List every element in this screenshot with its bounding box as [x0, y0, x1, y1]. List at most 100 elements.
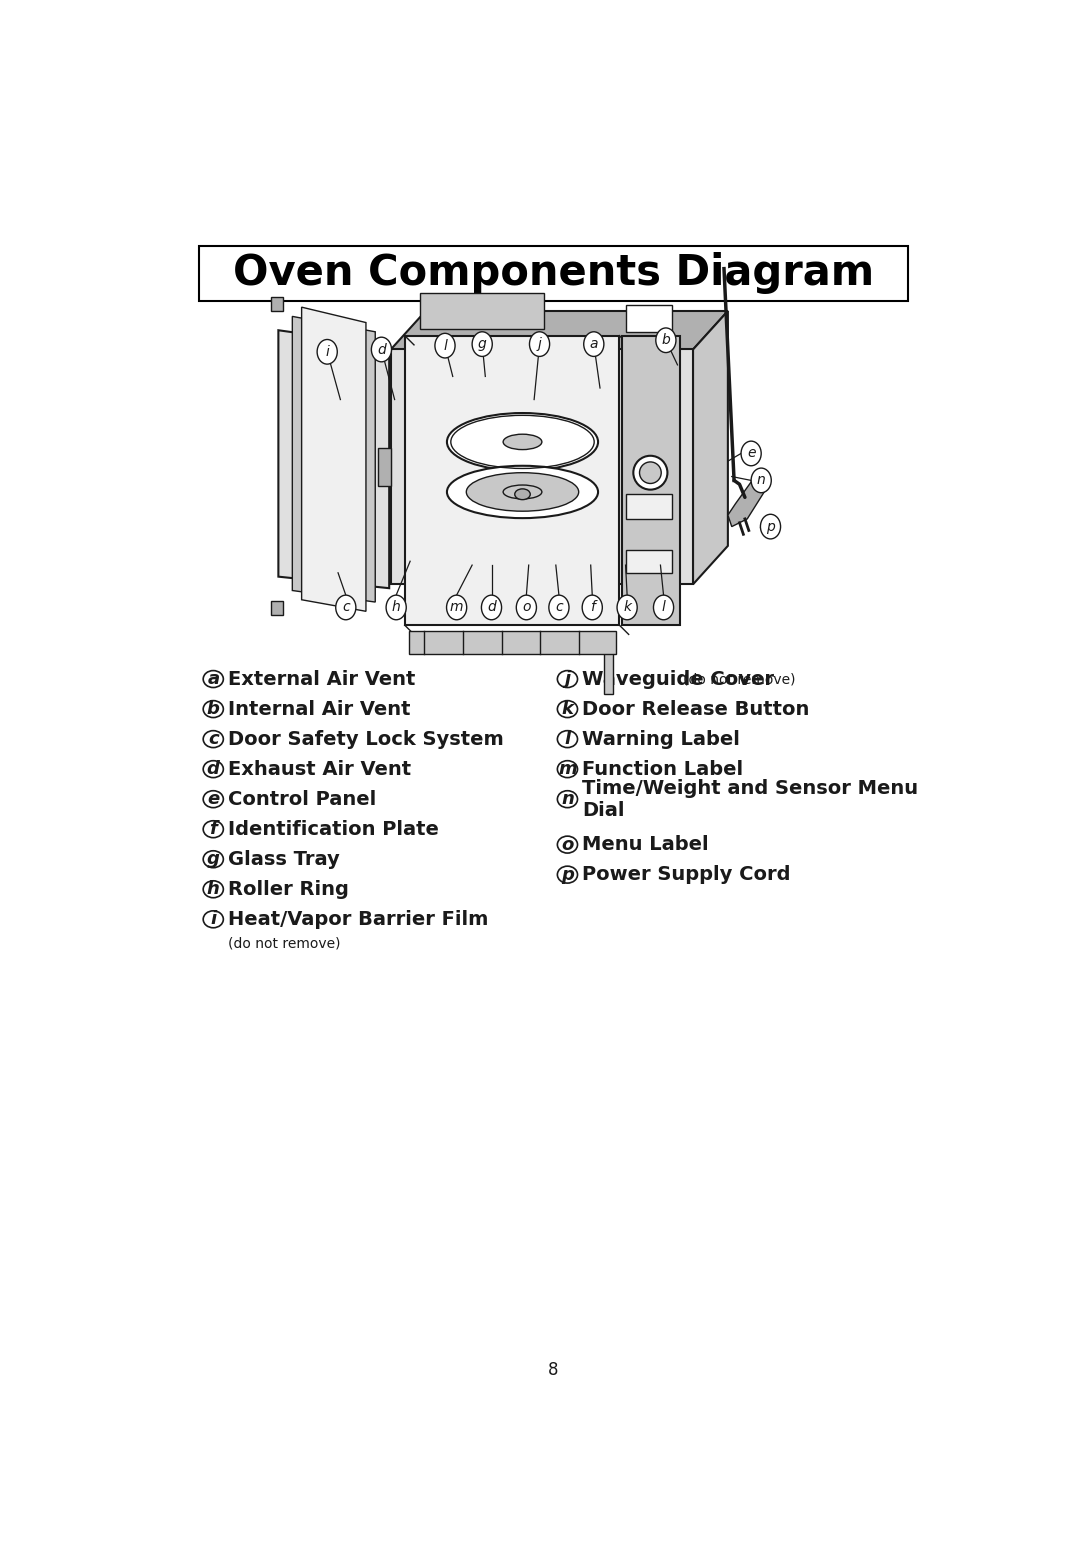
Ellipse shape	[549, 595, 569, 620]
Text: d: d	[207, 761, 219, 778]
Text: Oven Components Diagram: Oven Components Diagram	[233, 252, 874, 294]
Circle shape	[633, 455, 667, 490]
Ellipse shape	[203, 881, 224, 898]
Polygon shape	[693, 311, 728, 584]
Ellipse shape	[203, 790, 224, 808]
Ellipse shape	[751, 468, 771, 493]
Text: (do not remove): (do not remove)	[683, 671, 796, 685]
Bar	[625, 549, 672, 573]
Ellipse shape	[435, 333, 455, 358]
Ellipse shape	[318, 340, 337, 365]
Ellipse shape	[203, 731, 224, 748]
Ellipse shape	[557, 865, 578, 883]
Ellipse shape	[203, 701, 224, 718]
Text: Door Safety Lock System: Door Safety Lock System	[228, 729, 503, 748]
Text: o: o	[562, 836, 573, 853]
Polygon shape	[728, 477, 767, 526]
Ellipse shape	[447, 413, 598, 471]
Text: l: l	[565, 731, 570, 748]
Bar	[408, 631, 616, 654]
Text: f: f	[590, 601, 595, 615]
Text: (do not remove): (do not remove)	[228, 936, 340, 950]
Text: n: n	[757, 473, 766, 487]
Polygon shape	[405, 335, 619, 624]
Ellipse shape	[760, 515, 781, 538]
Text: Roller Ring: Roller Ring	[228, 880, 349, 898]
Text: d: d	[377, 343, 386, 357]
Text: External Air Vent: External Air Vent	[228, 670, 416, 689]
Text: m: m	[558, 761, 577, 778]
Ellipse shape	[203, 820, 224, 837]
Text: Identification Plate: Identification Plate	[228, 820, 438, 839]
Ellipse shape	[467, 473, 579, 512]
Text: Exhaust Air Vent: Exhaust Air Vent	[228, 759, 411, 779]
Text: g: g	[207, 850, 219, 869]
Text: p: p	[561, 865, 573, 884]
Ellipse shape	[336, 595, 356, 620]
Ellipse shape	[529, 332, 550, 357]
Ellipse shape	[203, 761, 224, 778]
Ellipse shape	[557, 670, 578, 687]
Bar	[622, 335, 679, 624]
Text: Internal Air Vent: Internal Air Vent	[228, 700, 410, 718]
Circle shape	[639, 462, 661, 484]
Polygon shape	[293, 316, 375, 603]
Ellipse shape	[653, 595, 674, 620]
Text: d: d	[487, 601, 496, 615]
Ellipse shape	[516, 595, 537, 620]
Ellipse shape	[372, 336, 392, 362]
Ellipse shape	[503, 434, 542, 449]
Ellipse shape	[557, 790, 578, 808]
Text: Glass Tray: Glass Tray	[228, 850, 340, 869]
Polygon shape	[301, 307, 366, 612]
Text: j: j	[538, 336, 541, 351]
Ellipse shape	[446, 595, 467, 620]
Ellipse shape	[203, 911, 224, 928]
Text: Function Label: Function Label	[582, 759, 743, 779]
Ellipse shape	[203, 851, 224, 867]
Text: Door Release Button: Door Release Button	[582, 700, 810, 718]
Ellipse shape	[515, 488, 530, 499]
Bar	[625, 495, 672, 520]
Ellipse shape	[557, 701, 578, 718]
Text: m: m	[450, 601, 463, 615]
Ellipse shape	[482, 595, 501, 620]
Text: f: f	[210, 820, 217, 839]
Text: k: k	[562, 700, 573, 718]
Polygon shape	[391, 349, 693, 584]
Ellipse shape	[617, 595, 637, 620]
Text: h: h	[207, 880, 219, 898]
Bar	[199, 246, 908, 300]
Text: h: h	[392, 601, 401, 615]
Text: c: c	[342, 601, 350, 615]
Ellipse shape	[447, 466, 598, 518]
Text: g: g	[477, 336, 487, 351]
Text: j: j	[565, 670, 570, 689]
Text: b: b	[661, 333, 671, 347]
Text: e: e	[747, 446, 755, 460]
Text: i: i	[211, 911, 216, 928]
Polygon shape	[279, 330, 389, 588]
Text: l: l	[443, 338, 447, 352]
Ellipse shape	[503, 485, 542, 499]
Text: Heat/Vapor Barrier Film: Heat/Vapor Barrier Film	[228, 909, 488, 928]
Ellipse shape	[741, 441, 761, 466]
Ellipse shape	[583, 332, 604, 357]
Bar	[625, 305, 672, 332]
Bar	[378, 448, 391, 487]
Text: n: n	[561, 790, 573, 808]
Bar	[271, 601, 283, 615]
Bar	[604, 632, 613, 695]
Ellipse shape	[656, 329, 676, 352]
Ellipse shape	[582, 595, 603, 620]
Text: Warning Label: Warning Label	[582, 729, 740, 748]
Text: a: a	[590, 336, 598, 351]
Ellipse shape	[203, 670, 224, 687]
Polygon shape	[391, 311, 728, 349]
Ellipse shape	[387, 595, 406, 620]
Ellipse shape	[557, 836, 578, 853]
Text: l: l	[662, 601, 665, 615]
Ellipse shape	[557, 731, 578, 748]
Text: i: i	[325, 344, 329, 358]
Bar	[420, 293, 544, 330]
